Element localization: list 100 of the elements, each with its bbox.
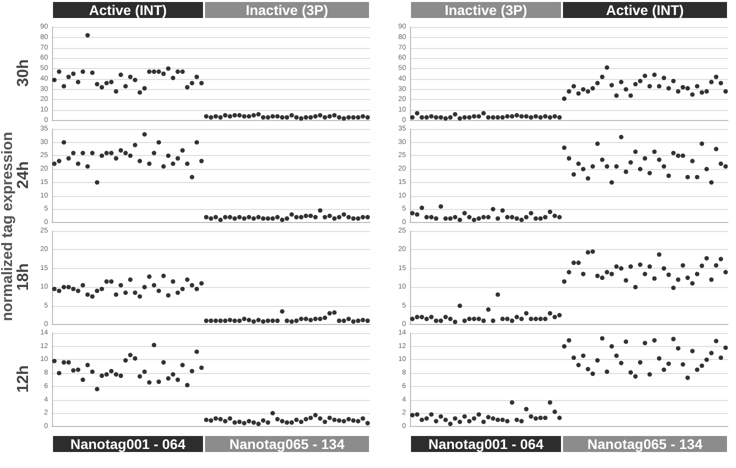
point (666, 361, 671, 366)
point (448, 216, 453, 221)
point (66, 74, 71, 80)
point (342, 212, 346, 217)
point (709, 350, 714, 356)
point (85, 292, 90, 297)
point (514, 216, 520, 221)
point (308, 416, 313, 420)
point (132, 142, 138, 148)
point (327, 114, 332, 119)
point (242, 316, 246, 322)
text: Active (INT) (53, 2, 203, 18)
point (543, 114, 548, 119)
point (718, 355, 724, 360)
point (190, 80, 194, 86)
point (604, 270, 610, 274)
point (424, 316, 429, 322)
point (434, 418, 438, 424)
point (237, 420, 242, 424)
point (534, 416, 538, 421)
point (94, 386, 100, 392)
point (142, 132, 147, 137)
text: Inactive (3P) (204, 2, 369, 18)
point (332, 113, 337, 118)
point (66, 156, 71, 161)
point (496, 115, 500, 120)
point (604, 369, 610, 374)
point (557, 416, 562, 420)
point (62, 284, 66, 290)
point (443, 418, 448, 422)
point (138, 294, 142, 299)
point (199, 281, 204, 286)
point (218, 416, 223, 422)
point (590, 371, 595, 376)
point (429, 114, 434, 119)
point (486, 115, 491, 120)
point (118, 72, 124, 78)
point (609, 344, 614, 349)
point (718, 80, 724, 86)
point (609, 82, 614, 88)
point (161, 72, 166, 76)
point (218, 218, 223, 222)
point (147, 274, 152, 279)
point (275, 114, 280, 119)
point (476, 114, 482, 119)
point (185, 85, 190, 90)
point (251, 319, 256, 324)
point (360, 114, 366, 119)
point (486, 214, 491, 220)
point (481, 110, 486, 116)
point (351, 319, 356, 324)
point (90, 369, 95, 374)
point (467, 115, 472, 120)
point (94, 82, 100, 86)
point (552, 410, 558, 414)
point (472, 114, 476, 119)
point (510, 214, 514, 220)
point (528, 115, 534, 120)
point (284, 216, 290, 221)
point (472, 218, 476, 222)
point (410, 210, 415, 216)
point (147, 380, 152, 385)
point (519, 316, 524, 322)
point (304, 214, 308, 218)
point (590, 249, 595, 254)
point (467, 316, 472, 322)
point (128, 352, 133, 358)
point (80, 69, 86, 74)
point (118, 148, 124, 153)
point (656, 157, 662, 162)
point (176, 378, 180, 382)
point (562, 96, 567, 101)
point (656, 84, 662, 88)
point (346, 115, 351, 120)
point (185, 382, 190, 388)
point (161, 274, 166, 278)
point (246, 114, 252, 119)
point (170, 76, 176, 80)
point (642, 272, 648, 276)
point (723, 89, 728, 94)
point (123, 358, 128, 363)
point (62, 140, 66, 145)
point (414, 412, 420, 417)
point (128, 277, 133, 282)
point (700, 264, 704, 268)
point (199, 365, 204, 370)
point (458, 116, 462, 121)
point (294, 318, 299, 324)
point (365, 115, 370, 120)
point (228, 214, 232, 220)
point (496, 292, 500, 297)
point (356, 418, 360, 424)
point (595, 358, 600, 363)
point (519, 114, 524, 119)
point (356, 115, 360, 120)
point (476, 216, 482, 221)
point (481, 318, 486, 324)
point (557, 312, 562, 318)
point (671, 150, 676, 156)
point (458, 218, 462, 222)
